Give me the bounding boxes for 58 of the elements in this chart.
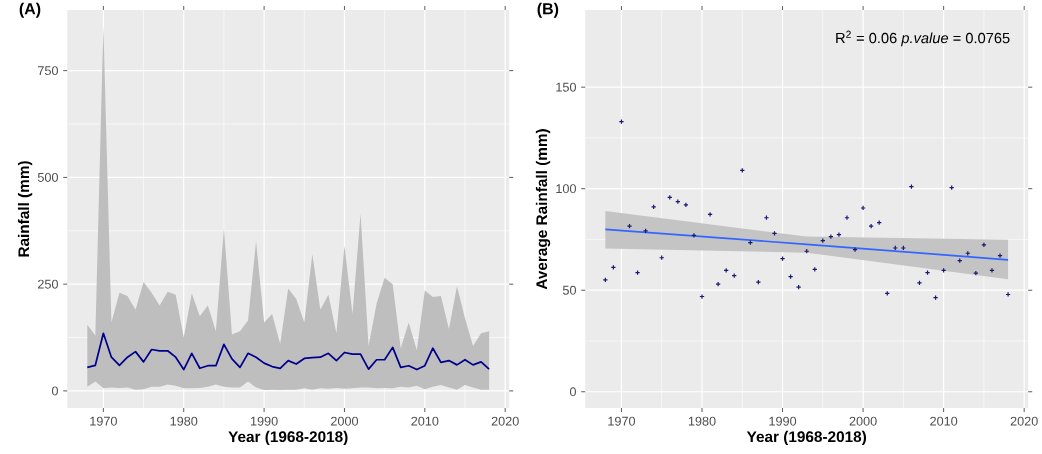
y-tick-label: 250: [37, 279, 58, 289]
point: [844, 215, 850, 221]
x-tick-label: 1980: [688, 416, 716, 426]
chart-title: (B): [537, 2, 559, 18]
line-series: [86, 332, 490, 371]
y-tick-label: 0: [51, 386, 58, 396]
x-tick-label: 1970: [608, 416, 636, 426]
point: [924, 269, 931, 276]
y-axis-title: Rainfall (mm): [17, 161, 33, 257]
point: [771, 230, 778, 237]
point: [836, 231, 842, 238]
point: [989, 267, 995, 274]
point: [900, 245, 907, 251]
point: [892, 245, 899, 251]
x-tick-label: 1990: [769, 416, 797, 426]
y-tick-label: 50: [562, 285, 576, 295]
point: [828, 233, 834, 240]
point: [916, 280, 923, 286]
point: [642, 228, 649, 234]
point: [699, 293, 705, 300]
point: [779, 255, 786, 262]
point: [868, 223, 874, 229]
point: [860, 205, 866, 211]
x-axis-title: Year (1968-2018): [228, 430, 348, 446]
point: [715, 281, 721, 287]
x-tick-label: 1990: [250, 416, 278, 426]
point: [650, 204, 657, 210]
x-tick-label: 2010: [930, 416, 958, 426]
point: [787, 273, 794, 280]
x-axis-title: Year (1968-2018): [746, 430, 867, 446]
point: [1005, 291, 1011, 298]
annotation: R$^{2}$ = 0.06 p.value = 0.0765: [836, 30, 1010, 47]
point: [602, 277, 609, 283]
y-tick-label: 0: [569, 387, 576, 397]
y-tick-label: 500: [37, 172, 58, 182]
x-tick-label: 2000: [849, 416, 877, 426]
x-tick-label: 2010: [411, 416, 439, 426]
point: [691, 232, 697, 239]
point: [626, 223, 633, 229]
y-tick-label: 150: [556, 82, 576, 92]
point: [981, 242, 987, 248]
point: [932, 294, 939, 301]
x-tick-label: 1970: [90, 416, 117, 426]
point: [707, 211, 713, 218]
x-tick-label: 2020: [491, 416, 519, 426]
x-tick-label: 2020: [1010, 416, 1038, 426]
point: [634, 269, 641, 276]
point: [852, 246, 858, 253]
point: [683, 202, 689, 208]
y-tick-label: 100: [556, 184, 576, 194]
point: [973, 270, 979, 276]
point: [755, 279, 762, 285]
chart-title: (A): [19, 2, 41, 18]
x-tick-label: 2000: [331, 416, 359, 426]
point: [997, 252, 1003, 259]
y-axis-title: Average Rainfall (mm): [535, 129, 551, 290]
x-tick-label: 1980: [170, 416, 198, 426]
y-tick-label: 750: [38, 66, 58, 76]
